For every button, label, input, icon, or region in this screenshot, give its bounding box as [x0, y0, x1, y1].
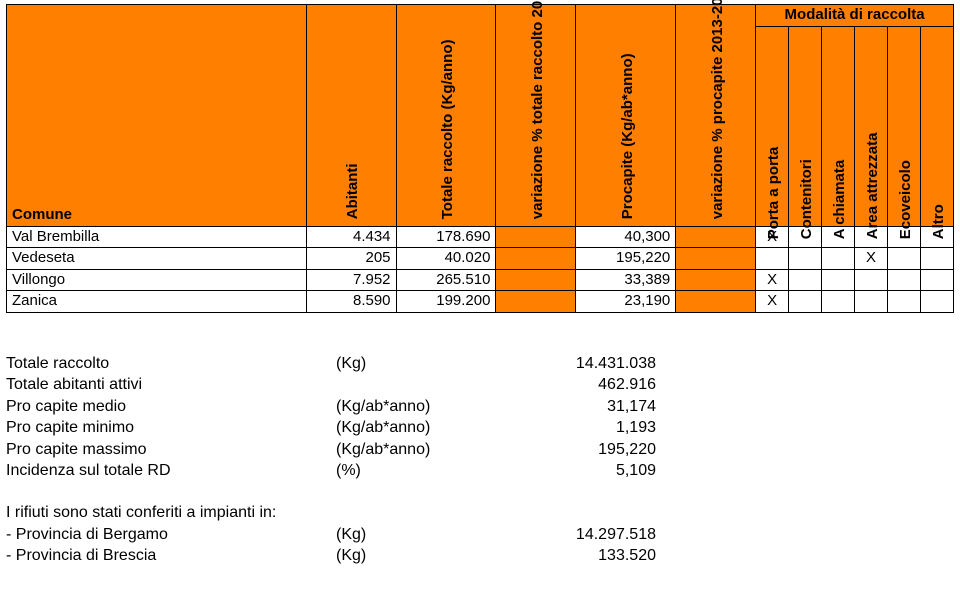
cell-mode [888, 291, 921, 313]
cell-mode [756, 248, 789, 270]
col-abitanti: Abitanti [306, 5, 396, 227]
summary-totale-raccolto: Totale raccolto (Kg) 14.431.038 [6, 353, 954, 375]
cell-mode [822, 269, 855, 291]
col-mode-area: Area attrezzata [855, 26, 888, 226]
cell-procapite: 33,389 [576, 269, 676, 291]
cell-totale: 199.200 [396, 291, 496, 313]
summary-procapite-medio: Pro capite medio (Kg/ab*anno) 31,174 [6, 396, 954, 418]
cell-mode [920, 248, 953, 270]
cell-var-procapite [676, 269, 756, 291]
table-row: Zanica8.590199.200 23,190 X [7, 291, 954, 313]
summary-procapite-massimo: Pro capite massimo (Kg/ab*anno) 195,220 [6, 439, 954, 461]
col-totale-raccolto: Totale raccolto (Kg/anno) [396, 5, 496, 227]
cell-mode: X [756, 291, 789, 313]
summary-incidenza: Incidenza sul totale RD (%) 5,109 [6, 460, 954, 482]
cell-mode [789, 291, 822, 313]
cell-abitanti: 7.952 [306, 269, 396, 291]
cell-mode [789, 248, 822, 270]
cell-procapite: 23,190 [576, 291, 676, 313]
cell-procapite: 40,300 [576, 226, 676, 248]
col-procapite: Procapite (Kg/ab*anno) [576, 5, 676, 227]
cell-mode [920, 269, 953, 291]
conferiti-bergamo: - Provincia di Bergamo (Kg) 14.297.518 [6, 524, 954, 546]
conferiti-brescia: - Provincia di Brescia (Kg) 133.520 [6, 545, 954, 567]
cell-abitanti: 8.590 [306, 291, 396, 313]
cell-totale: 40.020 [396, 248, 496, 270]
conferiti-note: I rifiuti sono stati conferiti a impiant… [6, 502, 954, 524]
col-mode-chiamata: A chiamata [822, 26, 855, 226]
col-var-totale: variazione % totale raccolto 2013-2014 [496, 5, 576, 227]
table-row: Villongo7.952265.510 33,389 X [7, 269, 954, 291]
cell-totale: 265.510 [396, 269, 496, 291]
cell-mode [855, 291, 888, 313]
summary-abitanti-attivi: Totale abitanti attivi 462.916 [6, 374, 954, 396]
cell-var-totale [496, 248, 576, 270]
summary-procapite-minimo: Pro capite minimo (Kg/ab*anno) 1,193 [6, 417, 954, 439]
cell-mode [822, 248, 855, 270]
cell-comune: Vedeseta [7, 248, 307, 270]
col-mode-eco: Ecoveicolo [888, 26, 921, 226]
cell-mode [855, 269, 888, 291]
col-mode-altro: Altro [920, 26, 953, 226]
cell-mode [888, 269, 921, 291]
cell-var-procapite [676, 226, 756, 248]
cell-comune: Val Brembilla [7, 226, 307, 248]
col-mode-contenitori: Contenitori [789, 26, 822, 226]
cell-var-procapite [676, 248, 756, 270]
data-table: Comune Abitanti Totale raccolto (Kg/anno… [6, 4, 954, 313]
cell-totale: 178.690 [396, 226, 496, 248]
cell-mode [888, 248, 921, 270]
cell-comune: Villongo [7, 269, 307, 291]
cell-comune: Zanica [7, 291, 307, 313]
cell-var-procapite [676, 291, 756, 313]
cell-mode [920, 291, 953, 313]
cell-mode [822, 291, 855, 313]
cell-procapite: 195,220 [576, 248, 676, 270]
cell-var-totale [496, 269, 576, 291]
cell-mode [789, 269, 822, 291]
cell-var-totale [496, 291, 576, 313]
table-row: Vedeseta20540.020 195,220 X [7, 248, 954, 270]
cell-var-totale [496, 226, 576, 248]
cell-mode: X [756, 269, 789, 291]
col-var-procapite: variazione % procapite 2013-2014 [676, 5, 756, 227]
cell-mode: X [855, 248, 888, 270]
cell-abitanti: 205 [306, 248, 396, 270]
col-comune: Comune [7, 5, 307, 227]
col-modalita: Modalità di raccolta [756, 5, 954, 27]
col-mode-porta: Porta a porta [756, 26, 789, 226]
summary-block: Totale raccolto (Kg) 14.431.038 Totale a… [6, 353, 954, 567]
cell-abitanti: 4.434 [306, 226, 396, 248]
